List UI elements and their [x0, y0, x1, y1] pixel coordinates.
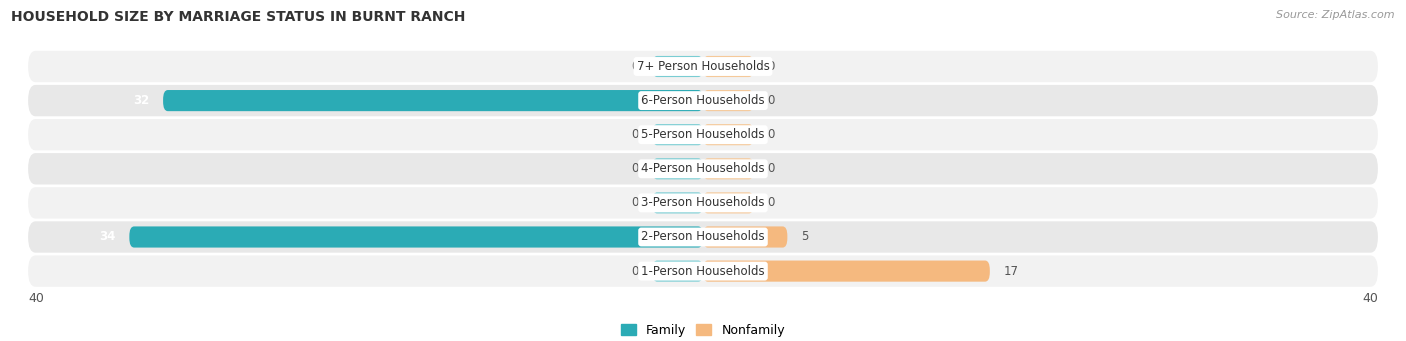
Text: HOUSEHOLD SIZE BY MARRIAGE STATUS IN BURNT RANCH: HOUSEHOLD SIZE BY MARRIAGE STATUS IN BUR… — [11, 10, 465, 24]
Text: 4-Person Households: 4-Person Households — [641, 162, 765, 175]
Text: 6-Person Households: 6-Person Households — [641, 94, 765, 107]
FancyBboxPatch shape — [703, 192, 754, 213]
Text: 5-Person Households: 5-Person Households — [641, 128, 765, 141]
FancyBboxPatch shape — [652, 56, 703, 77]
Text: 0: 0 — [631, 196, 638, 209]
FancyBboxPatch shape — [163, 90, 703, 111]
FancyBboxPatch shape — [28, 119, 1378, 150]
Text: 3-Person Households: 3-Person Households — [641, 196, 765, 209]
Text: Source: ZipAtlas.com: Source: ZipAtlas.com — [1277, 10, 1395, 20]
FancyBboxPatch shape — [28, 221, 1378, 253]
Text: 0: 0 — [768, 60, 775, 73]
Text: 40: 40 — [28, 292, 44, 305]
Text: 0: 0 — [768, 94, 775, 107]
Text: 0: 0 — [631, 128, 638, 141]
Text: 0: 0 — [768, 162, 775, 175]
FancyBboxPatch shape — [28, 187, 1378, 219]
Text: 0: 0 — [768, 128, 775, 141]
FancyBboxPatch shape — [703, 90, 754, 111]
FancyBboxPatch shape — [28, 153, 1378, 184]
FancyBboxPatch shape — [703, 226, 787, 248]
FancyBboxPatch shape — [28, 85, 1378, 116]
FancyBboxPatch shape — [28, 255, 1378, 287]
FancyBboxPatch shape — [703, 124, 754, 145]
FancyBboxPatch shape — [129, 226, 703, 248]
Text: 40: 40 — [1362, 292, 1378, 305]
Text: 7+ Person Households: 7+ Person Households — [637, 60, 769, 73]
FancyBboxPatch shape — [28, 51, 1378, 82]
FancyBboxPatch shape — [703, 56, 754, 77]
FancyBboxPatch shape — [652, 261, 703, 282]
Legend: Family, Nonfamily: Family, Nonfamily — [616, 319, 790, 341]
Text: 34: 34 — [100, 231, 115, 243]
Text: 17: 17 — [1004, 265, 1018, 278]
Text: 5: 5 — [801, 231, 808, 243]
FancyBboxPatch shape — [703, 261, 990, 282]
Text: 2-Person Households: 2-Person Households — [641, 231, 765, 243]
Text: 0: 0 — [631, 265, 638, 278]
FancyBboxPatch shape — [652, 192, 703, 213]
Text: 1-Person Households: 1-Person Households — [641, 265, 765, 278]
FancyBboxPatch shape — [652, 158, 703, 179]
FancyBboxPatch shape — [703, 158, 754, 179]
FancyBboxPatch shape — [652, 124, 703, 145]
Text: 0: 0 — [768, 196, 775, 209]
Text: 0: 0 — [631, 60, 638, 73]
Text: 32: 32 — [134, 94, 149, 107]
Text: 0: 0 — [631, 162, 638, 175]
